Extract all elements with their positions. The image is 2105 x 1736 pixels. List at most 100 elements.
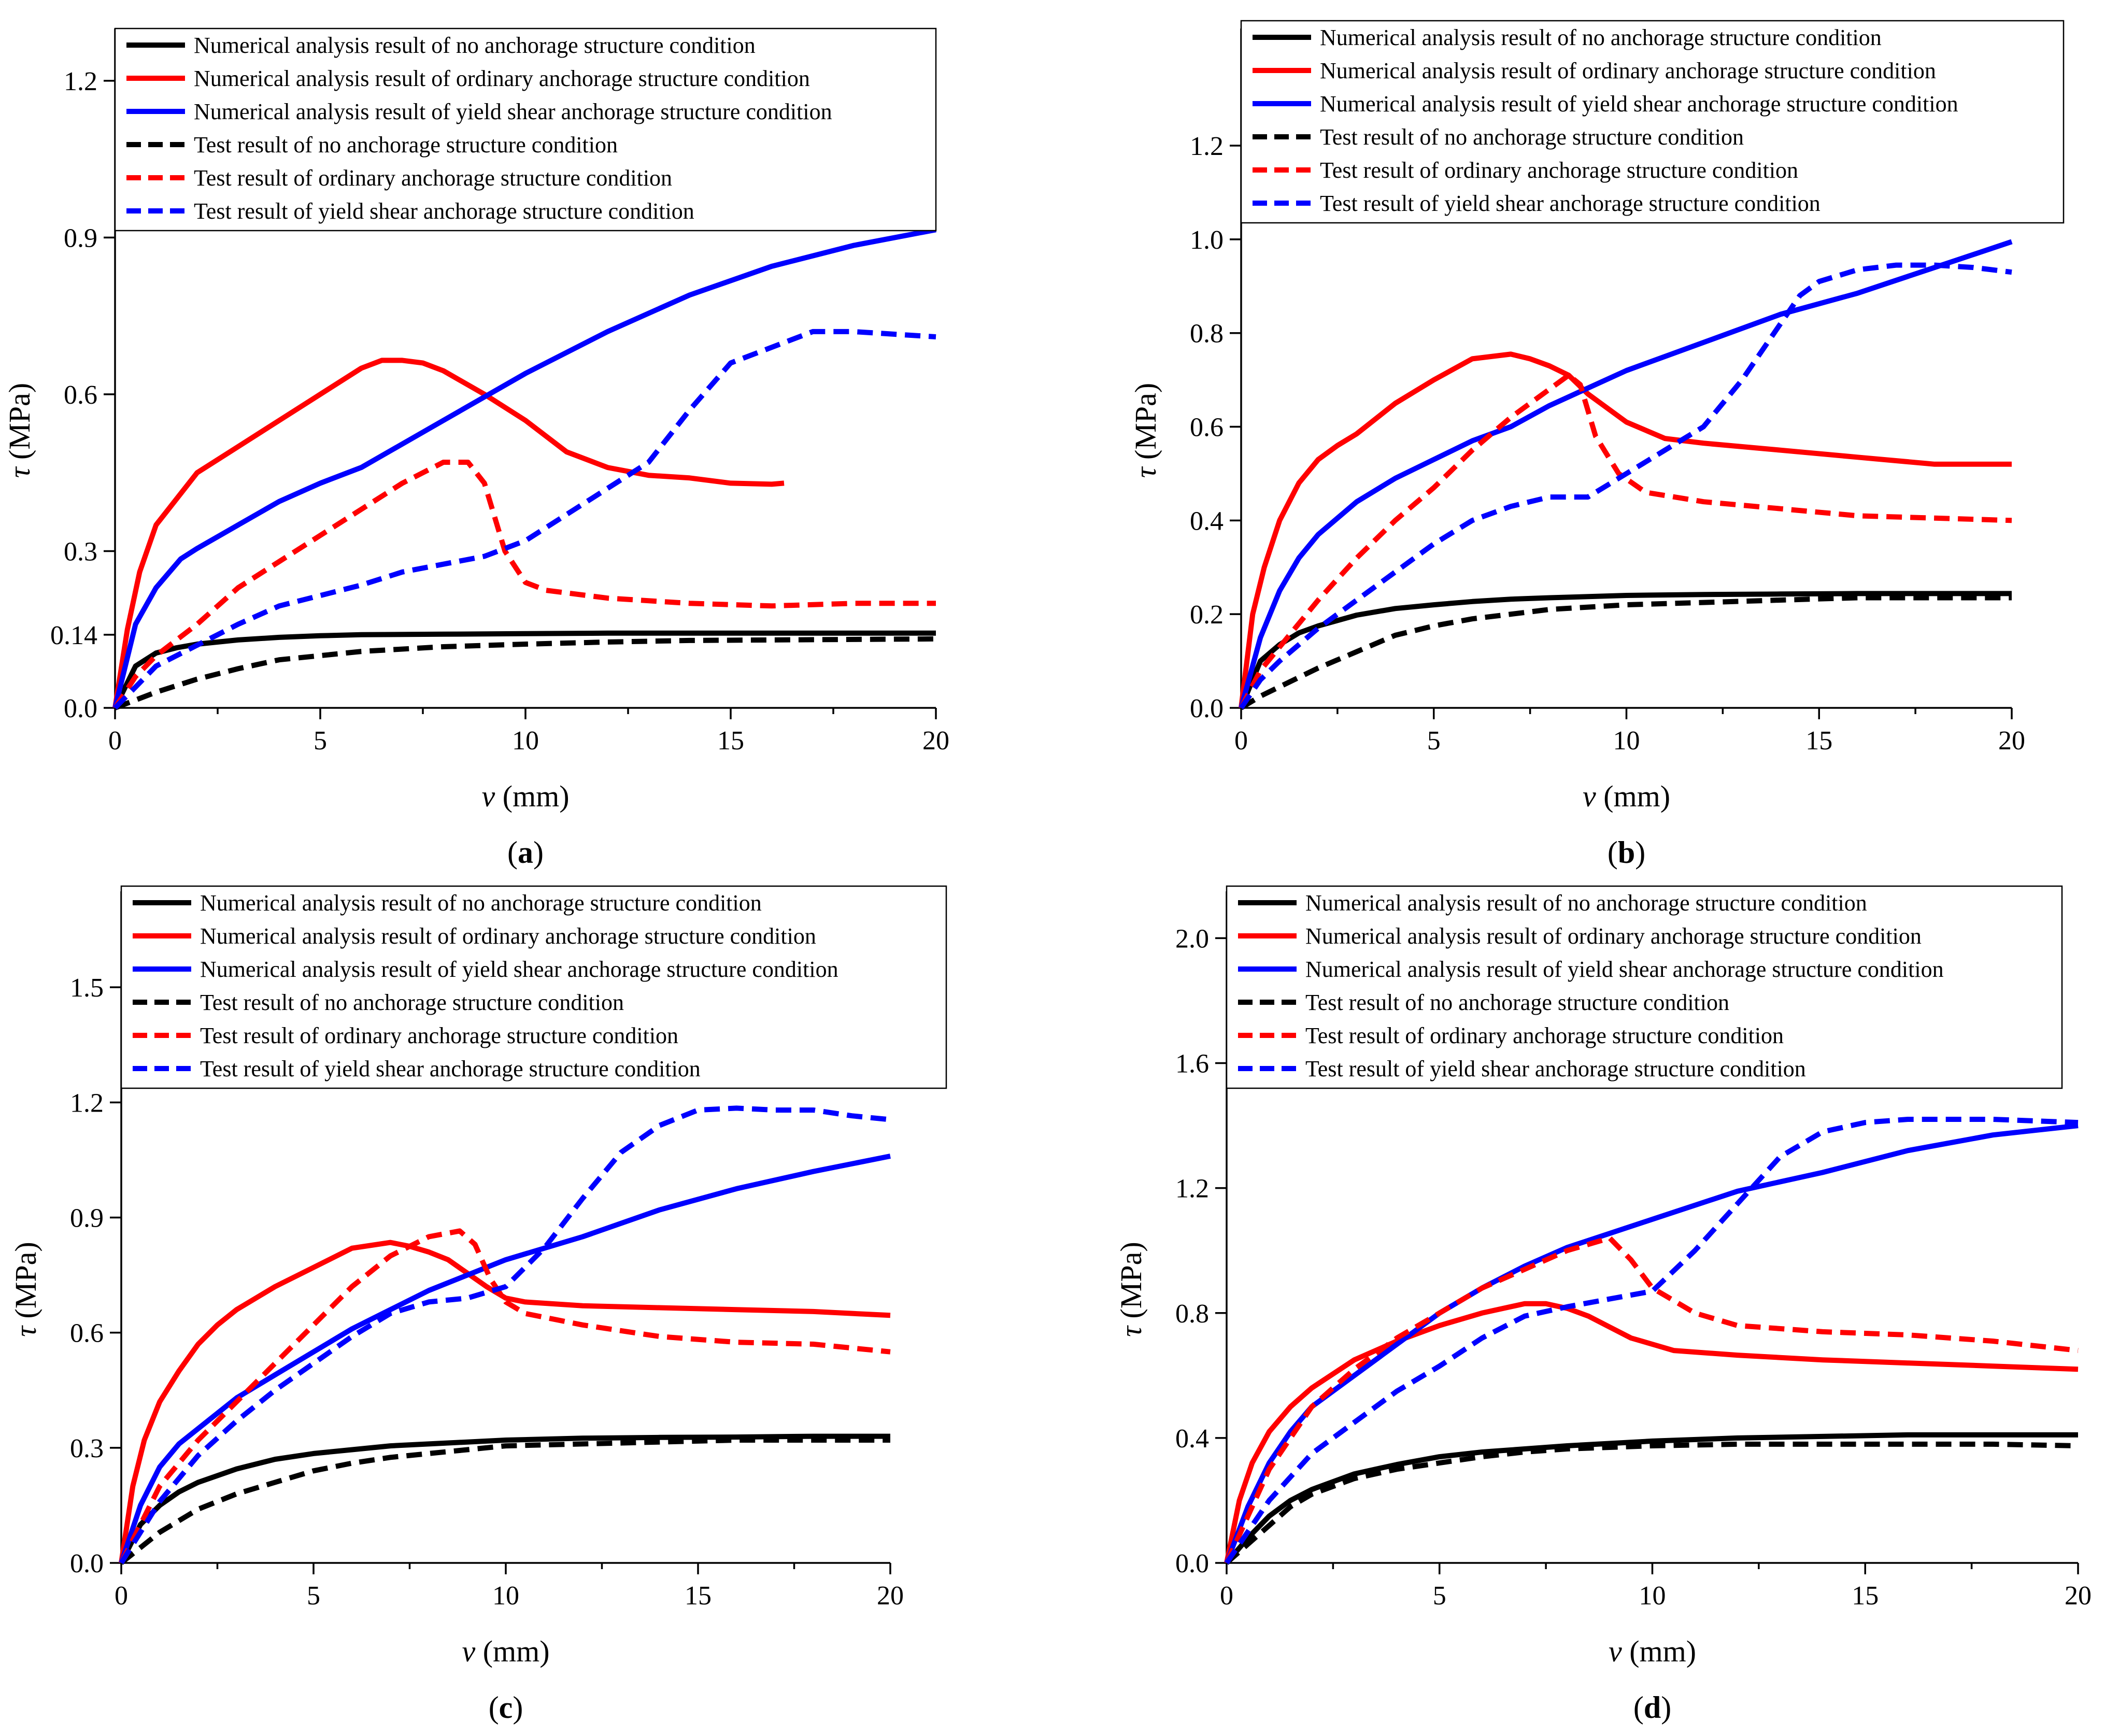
legend-entry: Numerical analysis result of yield shear…: [200, 957, 838, 982]
y-axis-variable: τ: [1114, 1325, 1148, 1337]
panel-caption-letter: c: [499, 1690, 513, 1725]
x-tick-label: 0: [108, 726, 122, 756]
x-tick-label: 15: [1805, 726, 1832, 756]
series-line-numerical-1: [112, 358, 785, 708]
legend-entry: Test result of yield shear anchorage str…: [1305, 1056, 1806, 1082]
x-tick-label: 15: [717, 726, 744, 756]
legend-box: [1240, 20, 2065, 224]
legend-entry: Test result of yield shear anchorage str…: [194, 198, 694, 224]
series-line-test-5: [113, 329, 936, 710]
y-tick-label: 0.4: [1175, 1424, 1209, 1454]
y-tick-label: 0.9: [64, 223, 97, 253]
legend-box: [114, 27, 937, 232]
x-tick-label: 20: [922, 726, 949, 756]
legend-entry: Test result of ordinary anchorage struct…: [1305, 1023, 1784, 1048]
legend-entry: Test result of no anchorage structure co…: [194, 132, 618, 158]
legend-entry: Numerical analysis result of ordinary an…: [194, 66, 810, 91]
x-axis-variable: v: [1583, 779, 1596, 813]
legend-entry: Numerical analysis result of yield shear…: [1305, 957, 1944, 982]
x-tick-label: 5: [1433, 1581, 1446, 1611]
series-line-test-4: [1224, 1235, 2079, 1564]
chart-panel-d: 0 5 10 15 20 0.0 0.4 0.8 1.2 1.6 2.0 v (mm) τ (MPa) N…: [1114, 885, 2092, 1725]
y-axis-variable: τ: [9, 1325, 42, 1337]
y-axis-variable: τ: [1129, 466, 1162, 478]
x-axis-unit: (mm): [1596, 779, 1670, 813]
x-tick-label: 20: [2065, 1581, 2092, 1611]
series-line-numerical-2: [112, 227, 936, 709]
y-axis-unit: (MPa): [9, 1242, 42, 1326]
panel-caption: (b): [1608, 835, 1645, 870]
series-line-numerical-2: [1239, 239, 2013, 709]
y-tick-label: 1.2: [64, 67, 97, 96]
panel-caption: (d): [1633, 1690, 1671, 1725]
x-axis-unit: (mm): [475, 1634, 549, 1668]
series-line-numerical-0: [119, 1433, 890, 1564]
x-tick-label: 20: [1998, 726, 2025, 756]
x-axis-variable: v: [481, 779, 495, 813]
y-tick-label: 0.0: [64, 694, 97, 723]
legend-box: [120, 885, 947, 1089]
legend-entry: Numerical analysis result of no anchorag…: [1320, 25, 1882, 50]
x-axis-title: v (mm): [462, 1634, 549, 1668]
legend-entry: Numerical analysis result of yield shear…: [1320, 91, 1958, 117]
legend-entry: Test result of ordinary anchorage struct…: [1320, 158, 1798, 183]
y-tick-label: 1.2: [1175, 1174, 1209, 1204]
x-axis-unit: (mm): [495, 779, 569, 813]
legend: Numerical analysis result of no anchorag…: [120, 885, 947, 1089]
legend-entry: Test result of ordinary anchorage struct…: [194, 165, 672, 191]
legend-entry: Test result of no anchorage structure co…: [1305, 990, 1729, 1015]
legend-entry: Numerical analysis result of no anchorag…: [194, 33, 756, 58]
x-axis-variable: v: [1609, 1634, 1622, 1668]
x-tick-label: 15: [685, 1581, 712, 1611]
chart-panel-b: 0 5 10 15 20 0.0 0.2 0.4 0.6 0.8 1.0 1.2 v (mm) τ (MP…: [1129, 20, 2065, 870]
y-tick-label: 1.2: [70, 1088, 104, 1118]
legend-entry: Test result of no anchorage structure co…: [200, 990, 624, 1015]
x-axis-title: v (mm): [1583, 779, 1670, 813]
panel-caption-letter: d: [1644, 1690, 1661, 1725]
series-line-test-5: [1224, 1117, 2079, 1564]
x-axis-title: v (mm): [1609, 1634, 1696, 1668]
y-tick-label: 1.5: [70, 973, 104, 1003]
legend-entry: Numerical analysis result of ordinary an…: [200, 923, 816, 949]
y-tick-label: 0.9: [70, 1203, 104, 1233]
legend-entry: Numerical analysis result of no anchorag…: [200, 890, 762, 916]
y-tick-label: 1.0: [1190, 225, 1224, 255]
y-axis-unit: (MPa): [3, 383, 36, 467]
series-line-test-5: [119, 1105, 891, 1564]
y-tick-label: 0.3: [64, 537, 97, 566]
y-tick-label: 0.6: [64, 380, 97, 410]
legend-entry: Numerical analysis result of no anchorag…: [1305, 890, 1867, 916]
x-axis-unit: (mm): [1622, 1634, 1696, 1668]
x-tick-label: 5: [307, 1581, 320, 1611]
chart-panel-a: 0 5 10 15 20 0.0 0.14 0.3 0.6 0.9 1.2 v (mm) τ (MPa)…: [3, 27, 949, 870]
y-tick-label: 1.2: [1190, 132, 1224, 161]
series-line-test-3: [119, 1438, 890, 1565]
y-axis-title: τ (MPa): [1114, 1242, 1148, 1336]
series-line-numerical-1: [1224, 1301, 2079, 1563]
y-tick-label: 0.8: [1190, 319, 1224, 349]
legend-entry: Numerical analysis result of ordinary an…: [1305, 923, 1922, 949]
series-line-numerical-2: [119, 1154, 891, 1564]
legend-entry: Numerical analysis result of ordinary an…: [1320, 58, 1936, 83]
y-tick-label: 0.6: [1190, 413, 1224, 443]
x-tick-label: 10: [1639, 1581, 1666, 1611]
y-tick-label: 0.4: [1190, 506, 1224, 536]
series-line-test-4: [1239, 373, 2012, 709]
panel-caption: (a): [507, 835, 544, 870]
series-line-numerical-0: [1225, 1432, 2078, 1565]
x-tick-label: 20: [877, 1581, 904, 1611]
series-line-test-3: [114, 636, 936, 710]
y-axis-title: τ (MPa): [9, 1242, 42, 1336]
legend-entry: Test result of no anchorage structure co…: [1320, 124, 1744, 150]
legend-box: [1226, 885, 2063, 1089]
x-tick-label: 5: [1427, 726, 1441, 756]
y-tick-label: 0.8: [1175, 1299, 1209, 1329]
x-tick-label: 0: [115, 1581, 128, 1611]
series-line-test-3: [1240, 595, 2012, 710]
panel-caption-letter: a: [518, 835, 533, 870]
y-axis-unit: (MPa): [1129, 383, 1162, 467]
y-tick-label: 0.0: [70, 1549, 104, 1578]
panel-caption-letter: b: [1618, 835, 1635, 870]
legend-entry: Test result of yield shear anchorage str…: [1320, 191, 1820, 216]
